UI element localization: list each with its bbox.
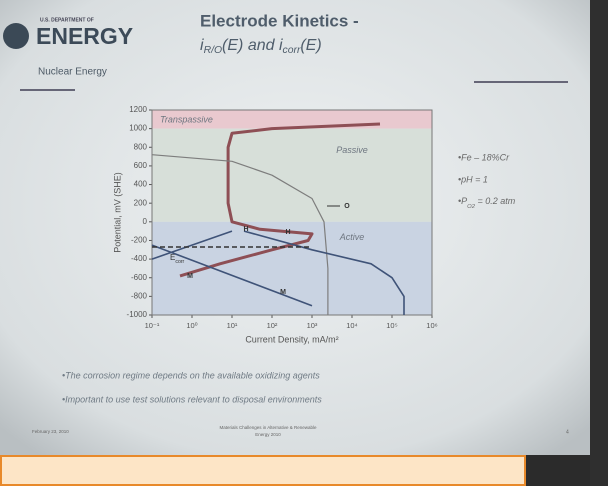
y-tick-label: -200 bbox=[131, 236, 148, 245]
logo-text: ENERGY bbox=[36, 23, 133, 49]
title: Electrode Kinetics - bbox=[200, 11, 359, 30]
bullet: •The corrosion regime depends on the ava… bbox=[62, 370, 320, 380]
y-axis-title: Potential, mV (SHE) bbox=[112, 172, 122, 253]
note: •Fe – 18%Cr bbox=[458, 152, 510, 162]
subscript: corr bbox=[175, 259, 184, 265]
curve-label: H bbox=[243, 226, 248, 233]
text-part: •P bbox=[458, 196, 467, 206]
chart: Transpassive Passive Active 1200 1000 800 600 4… bbox=[112, 105, 437, 344]
y-tick-label: 0 bbox=[143, 217, 148, 226]
office: Nuclear Energy bbox=[38, 67, 107, 78]
y-tick-label: -1000 bbox=[127, 310, 148, 319]
region-label: Transpassive bbox=[160, 114, 213, 124]
region-label: Active bbox=[339, 232, 365, 242]
text-part: (E) and i bbox=[222, 37, 283, 54]
footer-event: Materials Challenges in Alternative & Re… bbox=[219, 425, 317, 430]
y-tick-label: -400 bbox=[131, 254, 148, 263]
y-tick-label: 400 bbox=[134, 180, 148, 189]
x-tick-label: 10⁵ bbox=[386, 321, 397, 330]
y-tick-label: 600 bbox=[134, 161, 148, 170]
note: •pH = 1 bbox=[458, 174, 488, 184]
x-tick-label: 10⁴ bbox=[346, 321, 358, 330]
subscript: R/O bbox=[204, 45, 222, 56]
logo-seal bbox=[3, 23, 29, 49]
y-tick-label: 200 bbox=[134, 198, 148, 207]
curve-label: M bbox=[187, 273, 193, 280]
y-tick-label: -600 bbox=[131, 273, 148, 282]
footer-date: February 23, 2010 bbox=[32, 429, 69, 434]
curve-label: H bbox=[285, 229, 290, 236]
screen-edge bbox=[590, 0, 608, 486]
text-box[interactable] bbox=[1, 456, 525, 485]
region bbox=[152, 222, 432, 315]
y-tick-label: -800 bbox=[131, 291, 148, 300]
region bbox=[152, 129, 432, 222]
x-tick-label: 10² bbox=[267, 321, 278, 330]
x-tick-label: 10⁶ bbox=[426, 321, 437, 330]
slide-photo: U.S. DEPARTMENT OF ENERGY Nuclear Energy… bbox=[0, 0, 608, 486]
text-part: (E) bbox=[300, 37, 321, 54]
y-tick-label: 800 bbox=[134, 142, 148, 151]
y-tick-label: 1000 bbox=[129, 124, 147, 133]
region-label: Passive bbox=[336, 145, 368, 155]
x-tick-label: 10⁻¹ bbox=[145, 321, 160, 330]
y-tick-label: 1200 bbox=[129, 105, 147, 114]
x-tick-label: 10⁰ bbox=[186, 321, 197, 330]
footer-event: Energy 2010 bbox=[255, 432, 281, 437]
curve-label: M bbox=[280, 289, 286, 296]
subscript: corr bbox=[283, 45, 301, 56]
bullet: •Important to use test solutions relevan… bbox=[62, 394, 322, 404]
page-number: 4 bbox=[566, 429, 569, 435]
x-tick-label: 10¹ bbox=[227, 321, 238, 330]
x-tick-label: 10³ bbox=[307, 321, 318, 330]
curve-label: O bbox=[344, 203, 350, 210]
text-part: = 0.2 atm bbox=[475, 196, 516, 206]
x-axis-title: Current Density, mA/m² bbox=[245, 334, 338, 344]
